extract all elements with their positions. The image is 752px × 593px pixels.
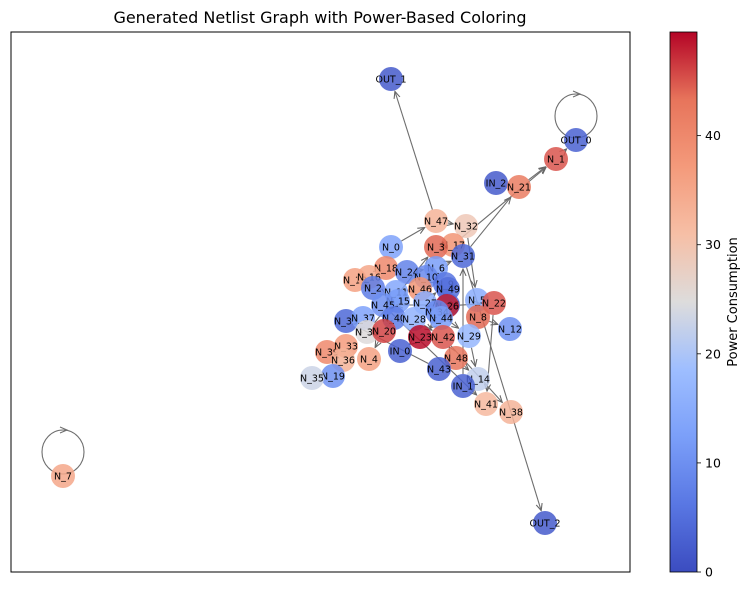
node-OUT_0: OUT_0 [560, 128, 591, 152]
edge-N_20-to-N_4 [375, 342, 378, 348]
node-label: N_20 [372, 327, 396, 338]
node-label: N_38 [499, 408, 523, 419]
colorbar-tick-label: 20 [705, 346, 721, 361]
edge-N_44-to-N_23 [430, 326, 432, 328]
node-label: N_4 [360, 355, 378, 366]
node-N_35b: N_35 [300, 366, 324, 390]
node-IN_1: IN_1 [451, 374, 475, 398]
node-N_41: N_41 [474, 392, 498, 416]
node-label: OUT_2 [529, 519, 560, 530]
edge-N_1-to-OUT_0 [565, 149, 567, 151]
node-N_3: N_3 [424, 235, 448, 259]
node-N_12: N_12 [498, 317, 522, 341]
node-label: N_32 [454, 222, 478, 233]
edge-N_21-to-N_1 [529, 167, 546, 180]
node-label: N_0 [382, 243, 400, 254]
node-label: N_12 [498, 325, 522, 336]
node-N_20: N_20 [372, 319, 396, 343]
node-label: N_2 [364, 284, 382, 295]
node-label: N_44 [429, 314, 453, 325]
node-label: IN_1 [453, 382, 474, 393]
node-label: N_41 [474, 400, 498, 411]
node-N_19: N_19 [321, 364, 345, 388]
edge-N_0-to-N_47 [401, 228, 424, 241]
node-label: N_21 [507, 183, 531, 194]
colorbar-tick-label: 0 [705, 565, 713, 580]
colorbar-tick-label: 40 [705, 128, 721, 143]
node-label: N_3 [427, 243, 445, 254]
node-label: N_23 [408, 333, 432, 344]
node-label: N_28 [402, 315, 426, 326]
node-OUT_1: OUT_1 [375, 67, 406, 91]
node-OUT_2: OUT_2 [529, 511, 560, 535]
node-N_29: N_29 [457, 324, 481, 348]
node-N_43: N_43 [427, 357, 451, 381]
colorbar-gradient [670, 32, 697, 572]
edge-N_47-to-N_32 [448, 223, 453, 224]
node-N_38: N_38 [499, 400, 523, 424]
chart-title: Generated Netlist Graph with Power-Based… [113, 8, 526, 27]
node-label: OUT_1 [375, 75, 406, 86]
node-N_1: N_1 [544, 147, 568, 171]
node-IN_2: IN_2 [484, 171, 508, 195]
node-N_31: N_31 [451, 244, 475, 268]
node-label: IN_0 [390, 347, 411, 358]
edge-N_47-to-OUT_1 [395, 91, 432, 209]
plot-frame [11, 32, 630, 572]
node-label: N_47 [424, 217, 448, 228]
node-label: N_35 [300, 374, 324, 385]
edge-N_48-to-N_14 [465, 366, 469, 370]
node-label: N_43 [427, 365, 451, 376]
node-label: N_1 [547, 155, 565, 166]
edge-N_29-to-N_14 [471, 348, 475, 367]
node-label: N_31 [451, 252, 475, 263]
node-N_4: N_4 [357, 347, 381, 371]
node-label: OUT_0 [560, 136, 591, 147]
node-N_0: N_0 [379, 235, 403, 259]
node-N_47: N_47 [424, 209, 448, 233]
node-label: N_7 [54, 472, 72, 483]
colorbar: 0 10 20 30 40 Power Consumption [670, 32, 741, 580]
node-IN_0: IN_0 [388, 339, 412, 363]
colorbar-ticks: 0 10 20 30 40 [697, 128, 721, 579]
node-label: N_8 [469, 313, 487, 324]
node-N_21: N_21 [507, 175, 531, 199]
edge-N_8-to-N_12 [489, 321, 498, 324]
colorbar-tick-label: 10 [705, 455, 721, 470]
colorbar-tick-label: 30 [705, 237, 721, 252]
node-label: N_29 [457, 332, 481, 343]
node-label: N_42 [431, 333, 455, 344]
node-N_42: N_42 [431, 325, 455, 349]
node-label: N_19 [321, 372, 345, 383]
colorbar-label: Power Consumption [726, 237, 741, 367]
node-N_7: N_7 [51, 464, 75, 488]
node-N_23: N_23 [408, 325, 432, 349]
node-label: IN_2 [486, 179, 507, 190]
